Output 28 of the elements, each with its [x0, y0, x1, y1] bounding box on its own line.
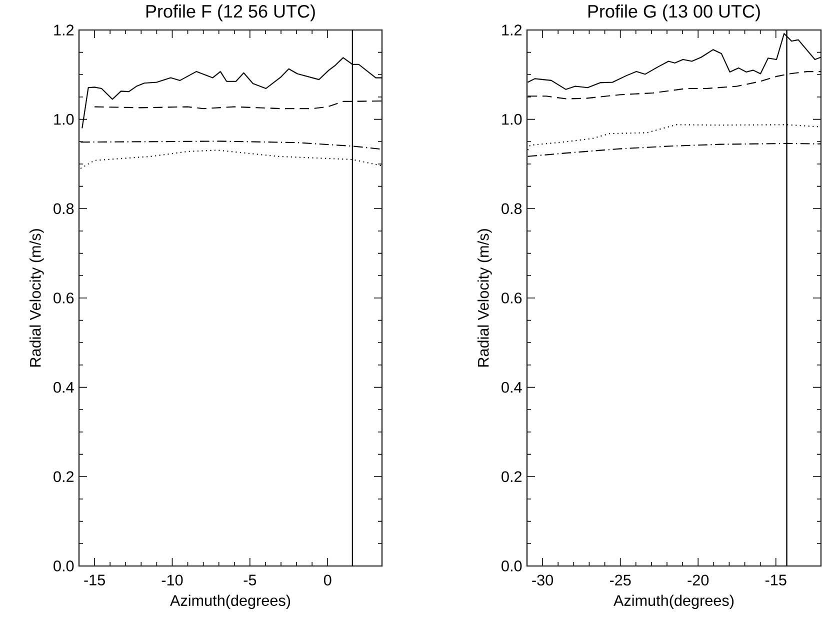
chart-title: Profile G (13 00 UTC) [588, 4, 760, 22]
x-tick-label: 0 [324, 574, 332, 586]
y-tick-label: 0.2 [54, 471, 74, 482]
y-tick-label: 0.6 [54, 292, 74, 304]
x-tick-label: -10 [162, 574, 183, 586]
y-tick-label: 1.2 [502, 24, 522, 36]
x-axis-title: Azimuth(degrees) [614, 594, 734, 609]
y-tick-label: 1.2 [54, 24, 74, 36]
x-tick-label: -5 [244, 574, 256, 586]
x-axis-title: Azimuth(degrees) [170, 594, 290, 609]
y-tick-label: 0.8 [54, 203, 74, 214]
x-tick-label: -15 [765, 574, 786, 586]
x-tick-label: -15 [84, 574, 105, 586]
y-tick-label: 0.4 [54, 382, 74, 393]
y-tick-label: 0.4 [502, 382, 522, 393]
y-tick-label: 0.8 [502, 203, 522, 214]
y-axis-title: Radial Velocity (m/s) [30, 229, 44, 367]
y-tick-label: 0.2 [502, 471, 522, 482]
y-tick-label: 0.0 [54, 560, 74, 572]
y-tick-label: 0.6 [502, 292, 522, 304]
x-tick-label: -25 [610, 574, 631, 586]
chart-title: Profile F (12 56 UTC) [146, 4, 315, 22]
x-tick-label: -30 [532, 574, 554, 586]
y-tick-label: 1.0 [54, 114, 74, 125]
y-tick-label: 0.0 [502, 560, 522, 572]
y-axis-title: Radial Velocity (m/s) [478, 229, 492, 367]
y-tick-label: 1.0 [502, 114, 522, 125]
x-tick-label: -20 [688, 574, 709, 586]
